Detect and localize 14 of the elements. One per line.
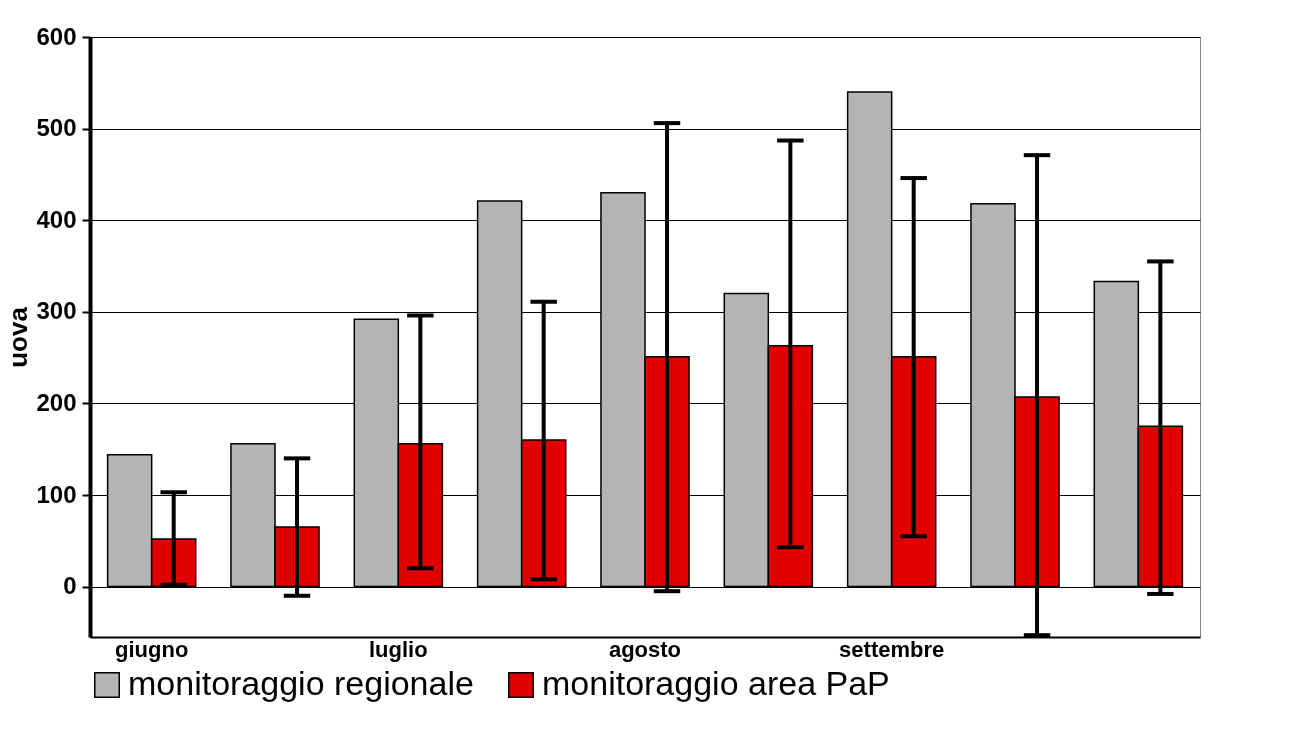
- x-tick-label: giugno: [115, 636, 189, 662]
- y-tick-label: 0: [63, 572, 77, 600]
- y-tick-label: 600: [36, 22, 77, 50]
- y-tick-label: 500: [36, 114, 77, 142]
- y-axis-title: uova: [3, 306, 34, 368]
- y-tick-label: 200: [36, 388, 77, 416]
- legend-label: monitoraggio area PaP: [542, 664, 890, 702]
- y-tick-label: 300: [36, 297, 77, 325]
- x-tick-label: agosto: [608, 636, 682, 662]
- y-tick-label: 400: [36, 205, 77, 233]
- legend-label: monitoraggio regionale: [128, 664, 474, 702]
- x-tick-label: luglio: [369, 636, 428, 662]
- x-tick-label: settembre: [839, 636, 945, 662]
- y-tick-label: 100: [36, 480, 77, 508]
